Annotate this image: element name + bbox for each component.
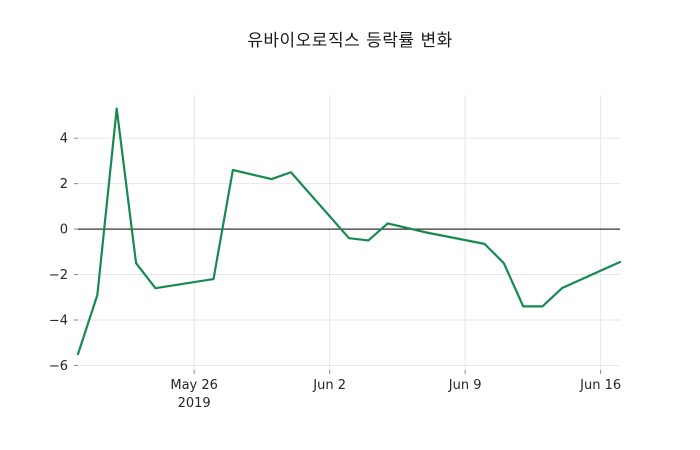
y-tick-label: −2: [49, 268, 68, 283]
x-tick-label: Jun 9: [448, 378, 482, 393]
y-tick-label: 0: [60, 223, 68, 238]
series-line-등락률(%): [76, 107, 622, 356]
y-tick-label: 2: [60, 177, 68, 192]
x-tick-label: May 26: [170, 378, 218, 393]
y-tick-label: −6: [49, 359, 68, 374]
x-tick-label: Jun 16: [579, 378, 621, 393]
x-tick-label: Jun 2: [312, 378, 346, 393]
y-tick-label: −4: [49, 314, 68, 329]
y-tick-label: 4: [60, 132, 68, 147]
x-tick-sublabel: 2019: [178, 396, 211, 411]
chart-title: 유바이오로직스 등락률 변화: [247, 31, 453, 51]
